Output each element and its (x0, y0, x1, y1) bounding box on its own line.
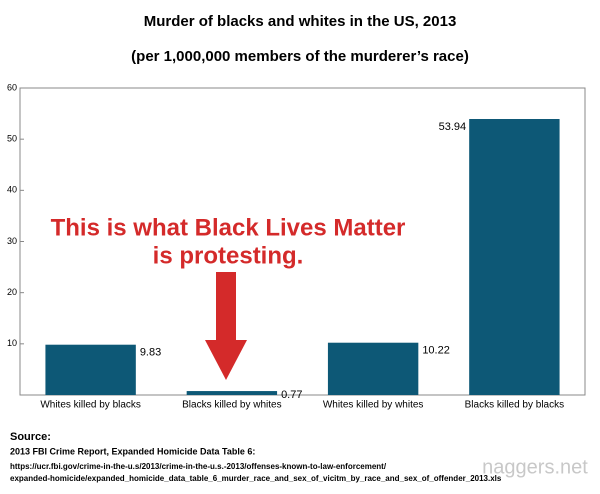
y-tick-label: 50 (7, 134, 17, 144)
source-report: 2013 FBI Crime Report, Expanded Homicide… (10, 446, 255, 456)
annotation: is protesting. (153, 242, 304, 269)
watermark: naggers.net (482, 456, 588, 478)
annotation: This is what Black Lives Matter (51, 214, 406, 241)
source-url: expanded-homicide/expanded_homicide_data… (10, 474, 502, 483)
bar (327, 342, 419, 395)
x-tick-label: Blacks killed by whites (182, 400, 281, 411)
arrow (205, 272, 247, 380)
y-tick-label: 60 (7, 82, 17, 92)
bar (186, 391, 278, 395)
value-label: 10.22 (422, 345, 450, 357)
y-tick-label: 20 (7, 287, 17, 297)
y-tick-label: 10 (7, 338, 17, 348)
x-tick-label: Whites killed by whites (323, 400, 424, 411)
x-tick-label: Blacks killed by blacks (465, 400, 564, 411)
bar (45, 344, 136, 395)
bar (469, 119, 560, 395)
y-tick-label: 40 (7, 185, 17, 195)
chart-subtitle: (per 1,000,000 members of the murderer’s… (131, 48, 469, 65)
value-label: 53.94 (439, 121, 467, 133)
x-tick-label: Whites killed by blacks (40, 400, 141, 411)
source-url: https://ucr.fbi.gov/crime-in-the-u.s/201… (10, 462, 387, 471)
chart-title: Murder of blacks and whites in the US, 2… (144, 13, 457, 30)
source-heading: Source: (10, 431, 51, 443)
y-tick-label: 30 (7, 236, 17, 246)
value-label: 0.77 (281, 389, 302, 401)
value-label: 9.83 (140, 347, 161, 359)
